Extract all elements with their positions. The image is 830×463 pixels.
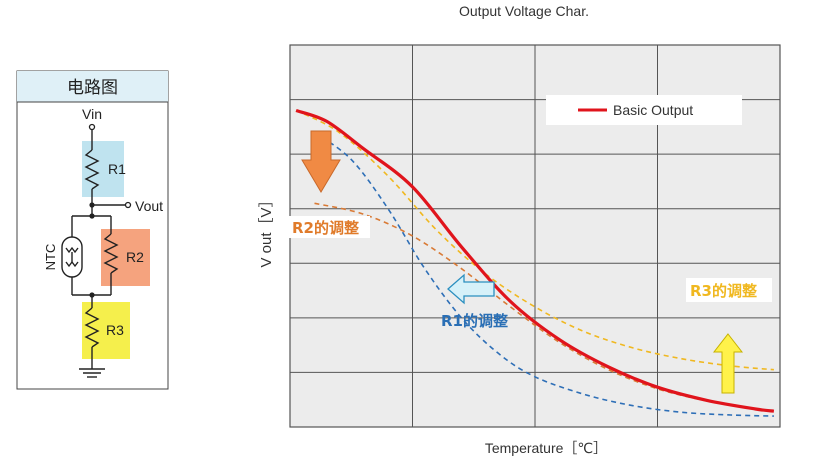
junction-dot: [89, 202, 95, 208]
ntc-label: NTC: [43, 244, 58, 271]
annotation-box: [686, 278, 772, 302]
vin-terminal: [88, 123, 96, 131]
chart-title: Output Voltage Char.: [459, 3, 589, 19]
arrow-down-icon: [301, 130, 341, 193]
annotation-r2: R2的调整: [292, 219, 359, 237]
arrow-up-icon: [712, 333, 744, 394]
circuit-title: 电路图: [67, 78, 118, 98]
x-axis-label: Temperature［℃］: [485, 440, 607, 456]
circuit-header: [17, 71, 168, 102]
r2-highlight: [101, 229, 150, 286]
annotation-r3: R3的调整: [690, 282, 757, 300]
r1-label: R1: [108, 161, 126, 177]
junction-dot: [89, 213, 95, 219]
r2-label: R2: [126, 249, 144, 265]
series-line-dashed-1: [314, 131, 774, 417]
legend-label-basic-output: Basic Output: [613, 102, 693, 118]
annotation-r1: R1的调整: [441, 312, 508, 330]
vin-label: Vin: [82, 106, 102, 122]
series-line-dashed-3: [295, 109, 774, 371]
chart: Output Voltage Char. Basic Output R2的调整 …: [258, 3, 781, 456]
r3-highlight: [82, 302, 130, 359]
junction-dot: [89, 292, 95, 298]
circuit-diagram: 电路图 Vin: [16, 70, 169, 390]
annotation-box: [288, 216, 370, 238]
legend: Basic Output: [546, 95, 742, 125]
y-axis-label: V out［V］: [258, 192, 275, 267]
vout-terminal: [124, 201, 132, 209]
r3-label: R3: [106, 322, 124, 338]
arrow-left-icon: [447, 273, 495, 305]
series-layer: [295, 108, 775, 417]
vout-label: Vout: [135, 198, 163, 214]
series-line-basic-output: [295, 108, 775, 413]
